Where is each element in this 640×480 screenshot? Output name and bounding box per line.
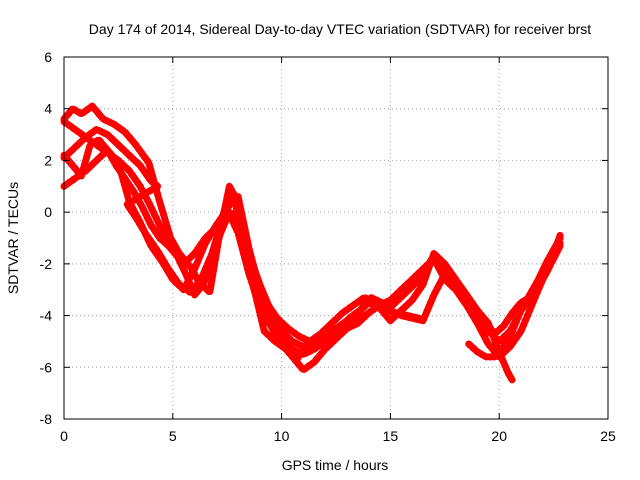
data-series [60, 102, 564, 384]
x-tick-label: 10 [274, 428, 290, 444]
chart-title: Day 174 of 2014, Sidereal Day-to-day VTE… [89, 21, 591, 37]
x-tick-label: 5 [169, 428, 177, 444]
x-tick-labels: 0 5 10 15 20 25 [60, 428, 616, 444]
y-tick-labels: -8 -6 -4 -2 0 2 4 6 [40, 49, 53, 427]
x-tick-label: 25 [600, 428, 616, 444]
series-day-6 [465, 234, 564, 361]
y-tick-label: 6 [44, 49, 52, 65]
series-day-5 [60, 125, 423, 345]
y-tick-label: -6 [40, 359, 53, 375]
y-tick-label: -2 [40, 256, 53, 272]
axis-ticks [63, 56, 609, 420]
x-tick-label: 15 [383, 428, 399, 444]
series-day-2 [60, 118, 564, 358]
plot-frame [63, 56, 609, 420]
x-axis-title: GPS time / hours [282, 457, 389, 473]
y-tick-label: -4 [40, 308, 53, 324]
y-tick-label: 4 [44, 101, 52, 117]
x-tick-label: 20 [491, 428, 507, 444]
y-tick-label: 0 [44, 204, 52, 220]
y-axis-title: SDTVAR / TECUs [5, 182, 21, 294]
y-tick-label: 2 [44, 152, 52, 168]
x-tick-label: 0 [60, 428, 68, 444]
y-tick-label: -8 [40, 411, 53, 427]
